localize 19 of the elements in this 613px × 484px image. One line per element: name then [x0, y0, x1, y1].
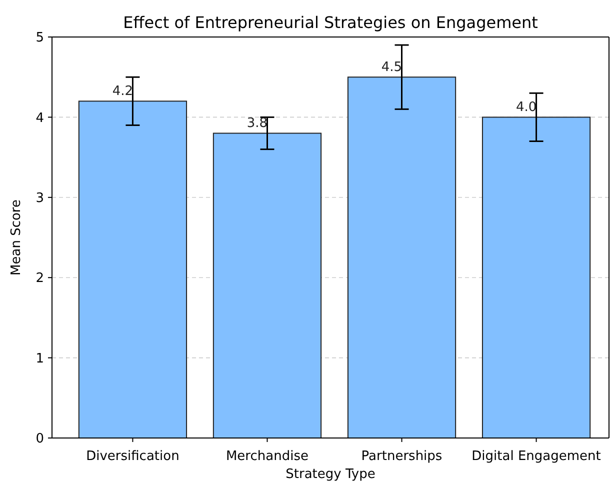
y-tick-label: 1 — [36, 351, 44, 366]
y-axis-title: Mean Score — [9, 200, 24, 276]
y-tick-label: 0 — [36, 432, 44, 447]
x-axis-title: Strategy Type — [286, 467, 376, 482]
x-tick-label: Merchandise — [226, 449, 308, 464]
bar — [78, 100, 188, 438]
x-tick-label: Digital Engagement — [472, 449, 601, 464]
data-label: 4.5 — [381, 60, 402, 76]
y-tick-label: 4 — [36, 110, 44, 126]
y-tick-label: 2 — [36, 271, 44, 286]
chart-title: Effect of Entrepreneurial Strategies on Engagement — [123, 13, 538, 32]
data-label: 4.2 — [112, 84, 134, 100]
y-tick-label: 3 — [36, 190, 44, 206]
bar — [212, 132, 322, 438]
y-tick-label: 5 — [36, 30, 44, 46]
x-tick-label: Diversification — [86, 449, 180, 464]
x-tick-label: Partnerships — [361, 449, 442, 464]
bar — [482, 116, 591, 438]
bar — [347, 76, 456, 438]
